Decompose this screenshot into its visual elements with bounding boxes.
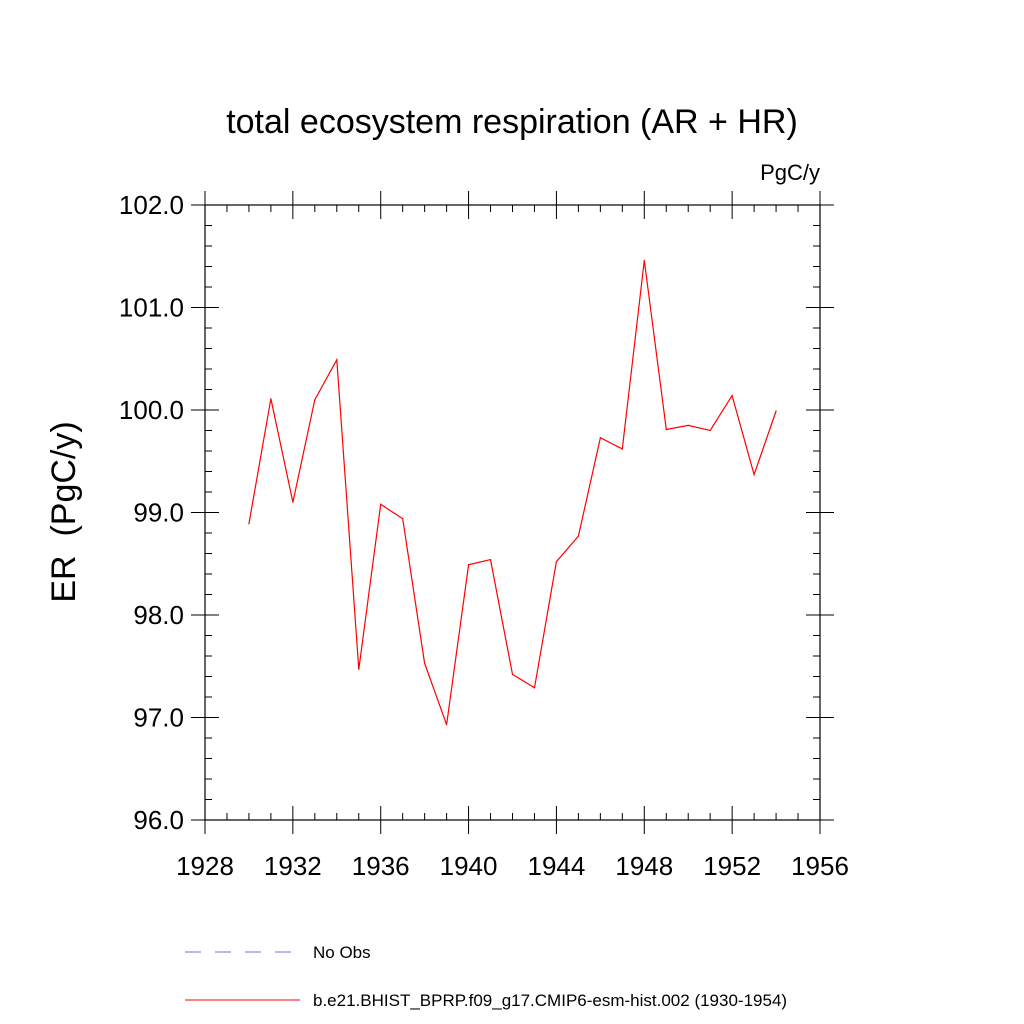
y-tick-label: 99.0 bbox=[133, 498, 184, 528]
data-point bbox=[489, 559, 492, 561]
y-tick-label: 97.0 bbox=[133, 703, 184, 733]
x-tick-label: 1932 bbox=[264, 851, 322, 881]
x-tick-label: 1928 bbox=[176, 851, 234, 881]
data-point bbox=[533, 687, 536, 689]
data-point bbox=[731, 395, 733, 397]
data-point bbox=[446, 724, 448, 726]
y-axis-label: ER (PgC/y) bbox=[45, 421, 83, 602]
x-tick-label: 1948 bbox=[615, 851, 673, 881]
data-point bbox=[665, 428, 667, 431]
data-point bbox=[775, 410, 777, 412]
units-label: PgC/y bbox=[760, 160, 820, 185]
data-point bbox=[555, 561, 558, 563]
data-point bbox=[358, 668, 360, 670]
axis-ticks: 1928 1932 1936 1940 1944 1948 1952 1956 96.0 97.0… bbox=[119, 190, 849, 881]
legend-no-obs-label: No Obs bbox=[313, 943, 371, 962]
data-point bbox=[380, 503, 382, 505]
data-point bbox=[599, 437, 601, 439]
x-tick-label: 1956 bbox=[791, 851, 849, 881]
data-point bbox=[292, 501, 294, 503]
data-point bbox=[248, 523, 250, 525]
data-point bbox=[424, 662, 426, 664]
data-point bbox=[709, 429, 711, 432]
y-tick-label: 98.0 bbox=[133, 600, 184, 630]
data-point bbox=[577, 535, 579, 537]
series-group bbox=[248, 259, 777, 726]
data-point bbox=[336, 359, 338, 361]
x-tick-label: 1940 bbox=[440, 851, 498, 881]
series-line-0 bbox=[248, 260, 777, 725]
y-tick-label: 102.0 bbox=[119, 190, 184, 220]
data-point bbox=[621, 448, 623, 450]
x-tick-label: 1936 bbox=[352, 851, 410, 881]
data-point bbox=[467, 564, 470, 566]
data-point bbox=[402, 518, 404, 520]
data-point bbox=[643, 259, 645, 261]
plot-frame bbox=[204, 204, 821, 821]
y-tick-label: 100.0 bbox=[119, 395, 184, 425]
data-point bbox=[687, 424, 689, 426]
data-point bbox=[270, 398, 272, 400]
y-tick-label: 96.0 bbox=[133, 805, 184, 835]
y-tick-label: 101.0 bbox=[119, 293, 184, 323]
x-tick-label: 1944 bbox=[528, 851, 586, 881]
data-point bbox=[753, 473, 755, 476]
x-tick-label: 1952 bbox=[703, 851, 761, 881]
chart-title: total ecosystem respiration (AR + HR) bbox=[226, 103, 798, 141]
data-point bbox=[511, 673, 514, 676]
data-point bbox=[314, 399, 316, 401]
legend-model-label: b.e21.BHIST_BPRP.f09_g17.CMIP6-esm-hist.… bbox=[313, 991, 787, 1010]
